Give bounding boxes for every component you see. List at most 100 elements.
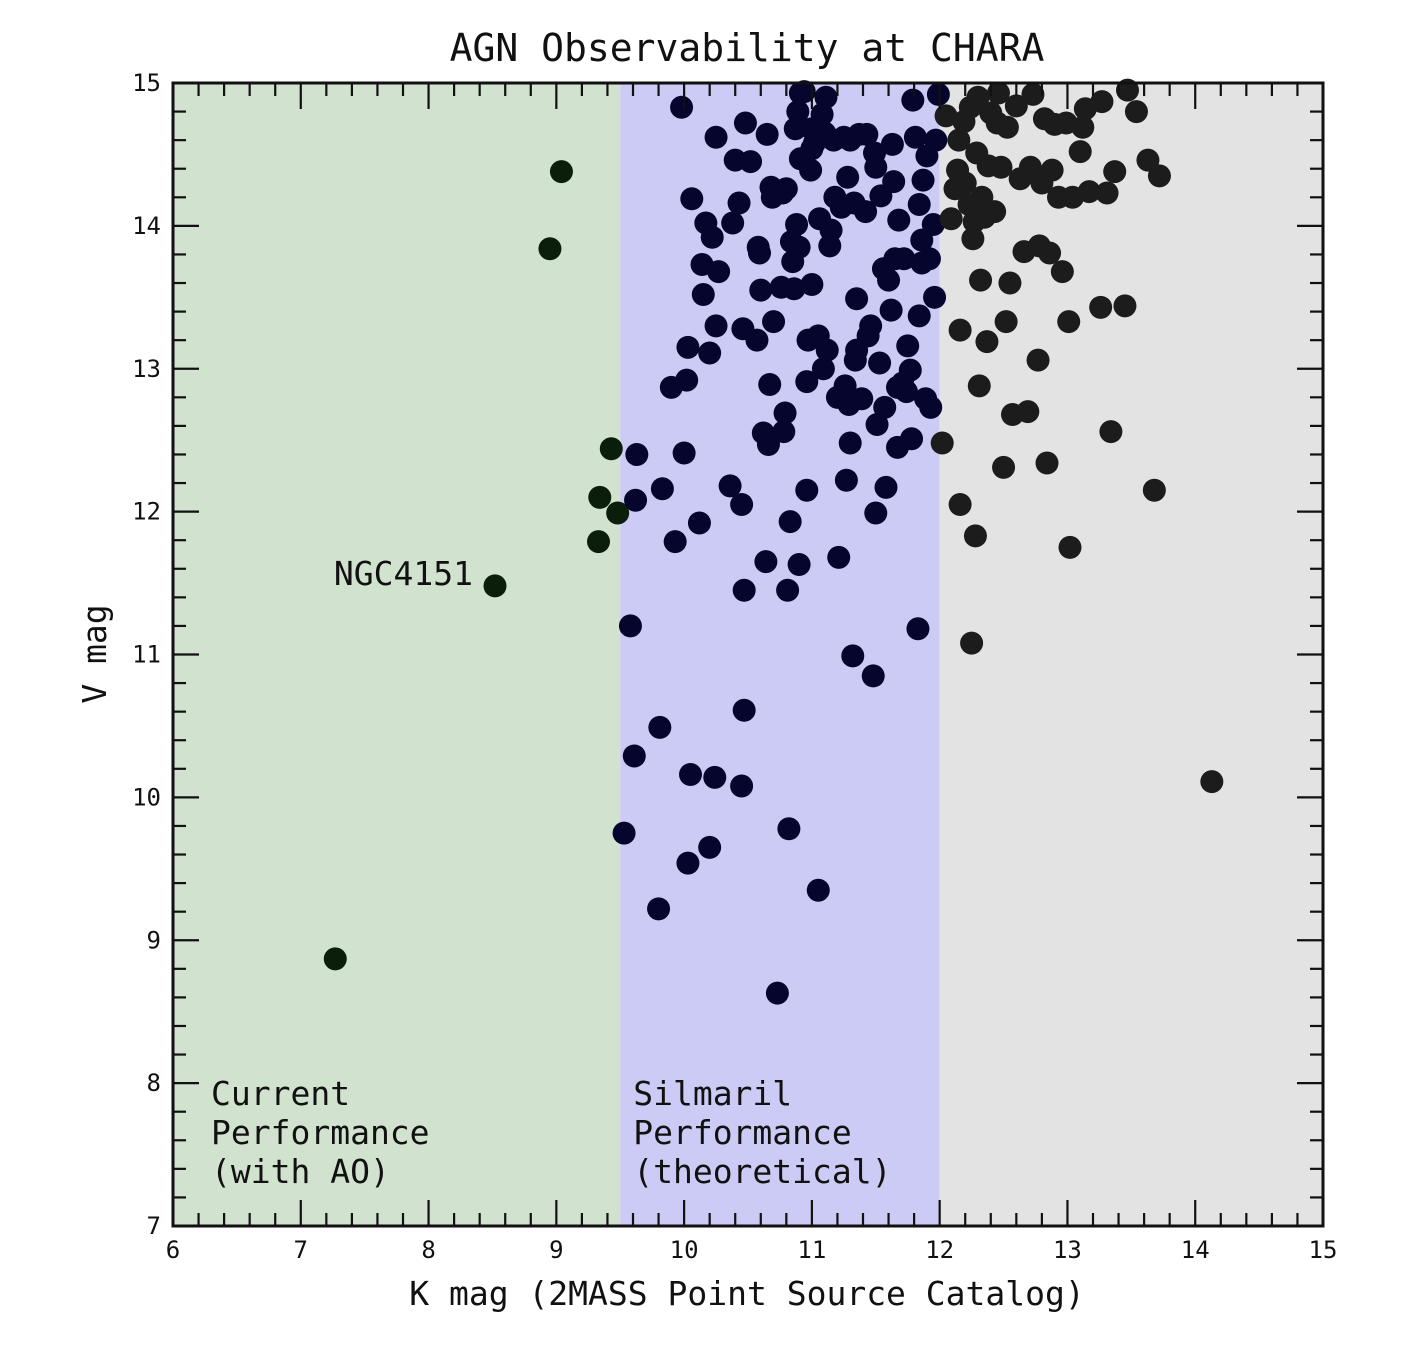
x-tick-label: 7 [294, 1236, 308, 1264]
data-point [787, 235, 811, 259]
data-point [691, 282, 715, 306]
region-label-current: Current [211, 1074, 350, 1113]
data-point [923, 285, 947, 309]
data-point [1136, 148, 1160, 172]
data-point [727, 191, 751, 215]
data-point [855, 122, 879, 146]
data-point [1147, 164, 1171, 188]
data-point [910, 228, 934, 252]
data-point [707, 260, 731, 284]
data-point [994, 310, 1018, 334]
data-point [873, 395, 897, 419]
data-point [845, 287, 869, 311]
data-point [745, 328, 769, 352]
data-point [1018, 155, 1042, 179]
data-point [765, 981, 789, 1005]
data-point [983, 200, 1007, 224]
data-point [953, 171, 977, 195]
data-point [1016, 400, 1040, 424]
x-tick-label: 10 [670, 1236, 699, 1264]
points-layer [323, 78, 1224, 1005]
data-point [924, 128, 948, 152]
data-point [838, 431, 862, 455]
data-point [663, 530, 687, 554]
data-point [1142, 478, 1166, 502]
data-point [1004, 94, 1028, 118]
region-label-silmaril: (theoretical) [633, 1152, 891, 1191]
data-point [992, 455, 1016, 479]
region-current [173, 83, 621, 1226]
data-point [900, 427, 924, 451]
data-point [758, 372, 782, 396]
data-point [989, 155, 1013, 179]
data-point [599, 437, 623, 461]
data-point [538, 237, 562, 261]
data-point [721, 211, 745, 235]
data-point [648, 715, 672, 739]
data-point [986, 81, 1010, 105]
data-point [676, 335, 700, 359]
data-point [877, 268, 901, 292]
data-point [787, 552, 811, 576]
data-point [930, 431, 954, 455]
data-point [859, 314, 883, 338]
data-point [672, 441, 696, 465]
data-point [850, 387, 874, 411]
data-point [777, 817, 801, 841]
data-point [815, 338, 839, 362]
data-point [1058, 535, 1082, 559]
data-point [625, 442, 649, 466]
data-point [934, 104, 958, 128]
data-point [755, 122, 779, 146]
data-point [865, 412, 889, 436]
x-tick-label: 13 [1053, 1236, 1082, 1264]
data-point [1071, 115, 1095, 139]
data-point [806, 878, 830, 902]
data-point [650, 477, 674, 501]
region-label-current: (with AO) [211, 1152, 390, 1191]
x-tick-label: 12 [925, 1236, 954, 1264]
data-point [776, 578, 800, 602]
data-point [679, 763, 702, 787]
y-tick-label: 10 [132, 783, 161, 811]
y-tick-label: 8 [147, 1069, 161, 1097]
data-point [1038, 241, 1062, 265]
data-point [756, 432, 780, 456]
data-point [874, 475, 898, 499]
data-point [995, 115, 1019, 139]
data-point [1026, 348, 1050, 372]
data-point [864, 501, 888, 525]
data-point [963, 524, 987, 548]
data-point [969, 268, 993, 292]
data-point [882, 170, 906, 194]
data-point [898, 358, 922, 382]
data-point [810, 102, 834, 126]
point-annotation: NGC4151 [334, 554, 473, 593]
data-point [675, 368, 699, 392]
data-point [680, 187, 704, 211]
data-point [778, 510, 802, 534]
data-point [774, 177, 798, 201]
data-point [772, 420, 796, 444]
data-point [961, 227, 985, 251]
data-point [896, 334, 920, 358]
data-point [892, 247, 916, 271]
data-point [622, 744, 646, 768]
data-point [624, 488, 648, 512]
data-point [732, 698, 756, 722]
data-point [887, 208, 911, 232]
data-point [903, 125, 927, 149]
data-point [732, 578, 756, 602]
data-point [618, 614, 642, 638]
data-point [773, 401, 797, 425]
data-point [800, 272, 824, 296]
data-point [1040, 158, 1064, 182]
data-point [939, 207, 963, 231]
data-point [948, 492, 972, 516]
data-point [549, 160, 573, 184]
data-point [906, 617, 930, 641]
data-point [1057, 310, 1081, 334]
y-tick-label: 11 [132, 641, 161, 669]
data-point [733, 111, 757, 135]
